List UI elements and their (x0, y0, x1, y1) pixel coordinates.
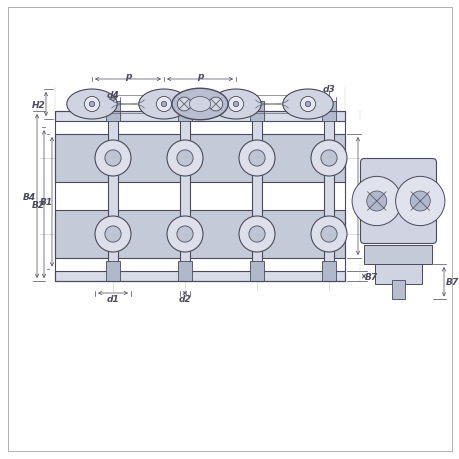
Circle shape (239, 141, 274, 177)
Bar (185, 134, 257, 183)
Text: B5: B5 (358, 192, 372, 201)
Text: B4: B4 (22, 192, 35, 201)
Bar (55, 134, 113, 183)
Circle shape (310, 141, 346, 177)
Ellipse shape (139, 90, 189, 120)
Text: p: p (124, 71, 131, 80)
Ellipse shape (282, 90, 332, 120)
Circle shape (320, 151, 336, 167)
Circle shape (310, 217, 346, 252)
Bar (391, 280, 404, 300)
Bar (55, 272, 344, 281)
Text: H2: H2 (32, 100, 46, 109)
Circle shape (105, 226, 121, 242)
Bar (328, 211, 344, 258)
Ellipse shape (210, 90, 261, 120)
Bar (328, 134, 344, 183)
Circle shape (305, 102, 310, 107)
Circle shape (105, 151, 121, 167)
Bar (249, 101, 263, 121)
Bar (321, 262, 335, 281)
Circle shape (409, 191, 429, 212)
Text: d4: d4 (106, 91, 119, 100)
Circle shape (228, 97, 243, 112)
Bar (179, 112, 190, 281)
Circle shape (351, 177, 401, 226)
Bar (55, 211, 113, 258)
Text: B2: B2 (31, 200, 45, 209)
Bar (323, 112, 333, 281)
Text: d2: d2 (178, 294, 191, 303)
Ellipse shape (172, 89, 228, 120)
Circle shape (89, 102, 95, 107)
Bar (257, 211, 328, 258)
Text: d1: d1 (106, 294, 119, 303)
Bar (178, 101, 191, 121)
Circle shape (300, 97, 315, 112)
Bar (55, 112, 344, 281)
Text: p: p (196, 71, 203, 80)
Circle shape (208, 98, 222, 112)
Bar (252, 112, 262, 281)
Bar (321, 101, 335, 121)
Circle shape (366, 191, 386, 212)
Text: B1: B1 (39, 198, 52, 207)
Bar (55, 112, 344, 121)
Bar (113, 211, 185, 258)
Circle shape (177, 151, 193, 167)
Bar (249, 262, 263, 281)
Bar (106, 101, 120, 121)
Circle shape (177, 226, 193, 242)
Bar (185, 211, 257, 258)
Circle shape (177, 98, 190, 112)
Circle shape (167, 217, 202, 252)
Circle shape (239, 217, 274, 252)
Circle shape (248, 226, 264, 242)
Text: B7: B7 (444, 278, 458, 286)
Circle shape (320, 226, 336, 242)
Bar (108, 112, 118, 281)
Text: d3: d3 (322, 85, 335, 94)
Circle shape (233, 102, 238, 107)
Bar (113, 134, 185, 183)
Circle shape (84, 97, 100, 112)
Text: B7: B7 (364, 272, 377, 281)
Circle shape (95, 217, 131, 252)
Bar (364, 245, 431, 264)
Circle shape (161, 102, 167, 107)
Ellipse shape (189, 97, 210, 112)
Circle shape (395, 177, 444, 226)
FancyBboxPatch shape (360, 159, 436, 244)
Ellipse shape (67, 90, 117, 120)
Circle shape (167, 141, 202, 177)
Circle shape (95, 141, 131, 177)
Circle shape (248, 151, 264, 167)
Circle shape (156, 97, 171, 112)
Bar (178, 262, 191, 281)
Bar (257, 134, 328, 183)
Bar (106, 262, 120, 281)
Bar (374, 264, 421, 284)
